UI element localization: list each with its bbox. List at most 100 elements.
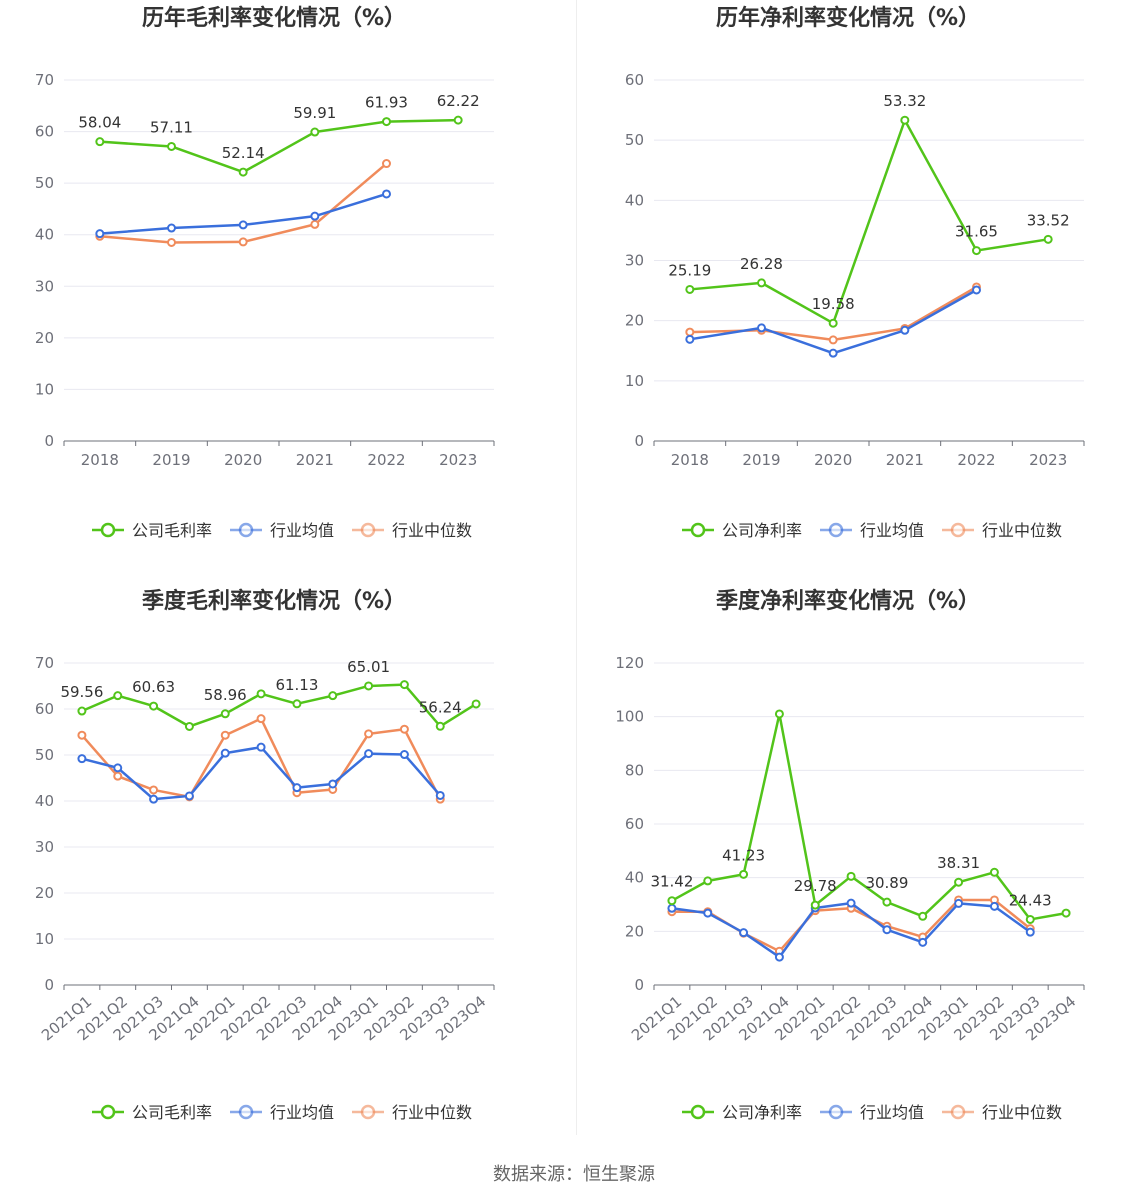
data-point-company <box>184 721 194 731</box>
data-point-company <box>167 141 176 151</box>
panel-divider <box>576 0 577 1135</box>
data-point-median <box>399 724 409 734</box>
legend-label: 行业中位数 <box>982 1103 1062 1122</box>
y-tick-label: 120 <box>615 654 644 672</box>
data-point-company <box>238 167 248 177</box>
y-tick-label: 20 <box>35 884 54 902</box>
data-point-avg <box>774 952 784 962</box>
data-point-avg <box>703 908 713 918</box>
y-tick-label: 0 <box>634 976 644 994</box>
data-point-company <box>471 699 481 709</box>
legend-swatch-marker <box>360 522 376 538</box>
data-label: 53.32 <box>883 92 926 110</box>
x-tick-label: 2022 <box>367 451 405 469</box>
data-point-company <box>703 876 713 886</box>
y-tick-label: 20 <box>35 329 54 347</box>
data-point-company <box>972 246 981 256</box>
data-point-company <box>989 867 999 877</box>
data-point-median <box>149 785 159 795</box>
panel-quarter-gross: 季度毛利率变化情况（%） 0 10 20 30 40 50 60 70 2021Q1 2021Q2 2… <box>0 583 574 1166</box>
data-point-avg <box>238 220 248 230</box>
data-point-company <box>1025 914 1035 924</box>
data-point-company <box>1061 908 1071 918</box>
y-tick-label: 10 <box>35 380 54 398</box>
data-point-company <box>399 680 409 690</box>
data-point-avg <box>989 901 999 911</box>
data-point-avg <box>685 334 695 344</box>
data-label: 61.13 <box>275 676 318 694</box>
data-label: 29.78 <box>794 877 837 895</box>
data-point-company <box>453 115 463 125</box>
chart-title: 季度净利率变化情况（%） <box>716 588 980 614</box>
series-line-company <box>671 712 1067 921</box>
data-label: 31.65 <box>955 223 998 241</box>
data-point-company <box>220 709 230 719</box>
data-point-median <box>310 219 320 229</box>
data-point-company <box>954 877 964 887</box>
legend-label: 公司净利率 <box>722 521 802 540</box>
legend-swatch-marker <box>100 522 116 538</box>
data-point-avg <box>292 783 302 793</box>
data-point-company <box>382 117 391 127</box>
y-tick-label: 40 <box>35 792 54 810</box>
chart-annual-net: 历年净利率变化情况（%） 0 10 20 30 40 50 60 2018 2019 2020 202… <box>625 5 1085 540</box>
data-point-company <box>256 689 266 699</box>
data-point-avg <box>310 211 320 221</box>
y-tick-label: 30 <box>35 838 54 856</box>
y-tick-label: 10 <box>625 372 644 390</box>
series-line-company <box>689 118 1049 325</box>
legend-label: 行业中位数 <box>982 521 1062 540</box>
y-tick-label: 0 <box>44 976 54 994</box>
data-point-median <box>828 335 838 345</box>
data-point-avg <box>972 285 981 295</box>
legend-label: 行业均值 <box>860 521 924 540</box>
data-point-company <box>328 691 338 701</box>
series-line-company <box>99 118 459 174</box>
y-tick-label: 50 <box>35 746 54 764</box>
data-point-avg <box>882 925 892 935</box>
data-point-avg <box>757 323 766 333</box>
data-label: 25.19 <box>668 261 711 279</box>
y-tick-label: 40 <box>625 869 644 887</box>
legend-swatch-marker <box>950 1104 966 1120</box>
data-point-avg <box>167 223 176 233</box>
y-tick-label: 20 <box>625 312 644 330</box>
data-point-avg <box>435 790 445 800</box>
data-label: 56.24 <box>419 698 462 716</box>
data-point-avg <box>149 794 159 804</box>
data-point-company <box>435 721 445 731</box>
chart-title: 季度毛利率变化情况（%） <box>142 588 406 614</box>
legend-swatch-marker <box>690 1104 706 1120</box>
data-point-avg <box>846 898 856 908</box>
data-point-median <box>256 714 266 724</box>
y-tick-label: 60 <box>35 123 54 141</box>
data-point-avg <box>364 749 374 759</box>
chart-title: 历年净利率变化情况（%） <box>716 5 980 31</box>
panel-annual-gross: 历年毛利率变化情况（%） 0 10 20 30 40 50 60 70 2018 2019 2020 2… <box>0 0 574 583</box>
data-point-median <box>685 327 695 337</box>
chart-title: 历年毛利率变化情况（%） <box>142 5 406 31</box>
data-point-company <box>900 115 910 125</box>
data-point-avg <box>328 779 338 789</box>
data-label: 24.43 <box>1009 891 1052 909</box>
data-point-company <box>828 318 838 328</box>
y-tick-label: 10 <box>35 930 54 948</box>
x-tick-label: 2022 <box>957 451 995 469</box>
data-point-company <box>149 701 159 711</box>
data-point-company <box>77 706 87 716</box>
data-point-company <box>739 869 749 879</box>
data-label: 31.42 <box>650 873 693 891</box>
legend-label: 行业均值 <box>860 1103 924 1122</box>
data-label: 58.96 <box>204 686 247 704</box>
data-label: 19.58 <box>812 295 855 313</box>
legend-label: 公司毛利率 <box>132 521 212 540</box>
data-label: 33.52 <box>1027 211 1070 229</box>
y-tick-label: 0 <box>44 432 54 450</box>
data-point-avg <box>1025 927 1035 937</box>
legend-label: 公司净利率 <box>722 1103 802 1122</box>
data-point-avg <box>113 763 123 773</box>
data-point-avg <box>220 748 230 758</box>
legend-swatch-marker <box>690 522 706 538</box>
y-tick-label: 50 <box>625 131 644 149</box>
legend-swatch-marker <box>100 1104 116 1120</box>
